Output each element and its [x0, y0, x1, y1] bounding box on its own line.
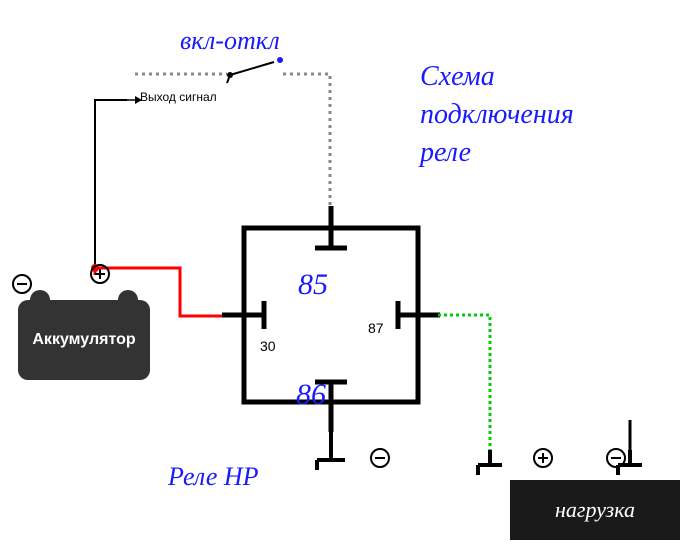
switch-label: вкл-откл	[180, 26, 280, 56]
load-label: нагрузка	[555, 497, 635, 522]
battery-label: Аккумулятор	[32, 331, 135, 348]
battery-box: Аккумулятор	[18, 300, 150, 380]
relay-name-label: Реле HP	[168, 462, 259, 492]
diagram-title: Схема подключения реле	[420, 58, 574, 172]
pin-30-label: 30	[260, 338, 276, 354]
diagram-svg	[0, 0, 700, 555]
pin-85-label: 85	[298, 268, 328, 302]
signal-out-label: Выход сигнал	[140, 90, 217, 104]
load-box: нагрузка	[510, 480, 680, 540]
pin-86-label: 86	[296, 378, 326, 412]
pin-87-label: 87	[368, 320, 384, 336]
